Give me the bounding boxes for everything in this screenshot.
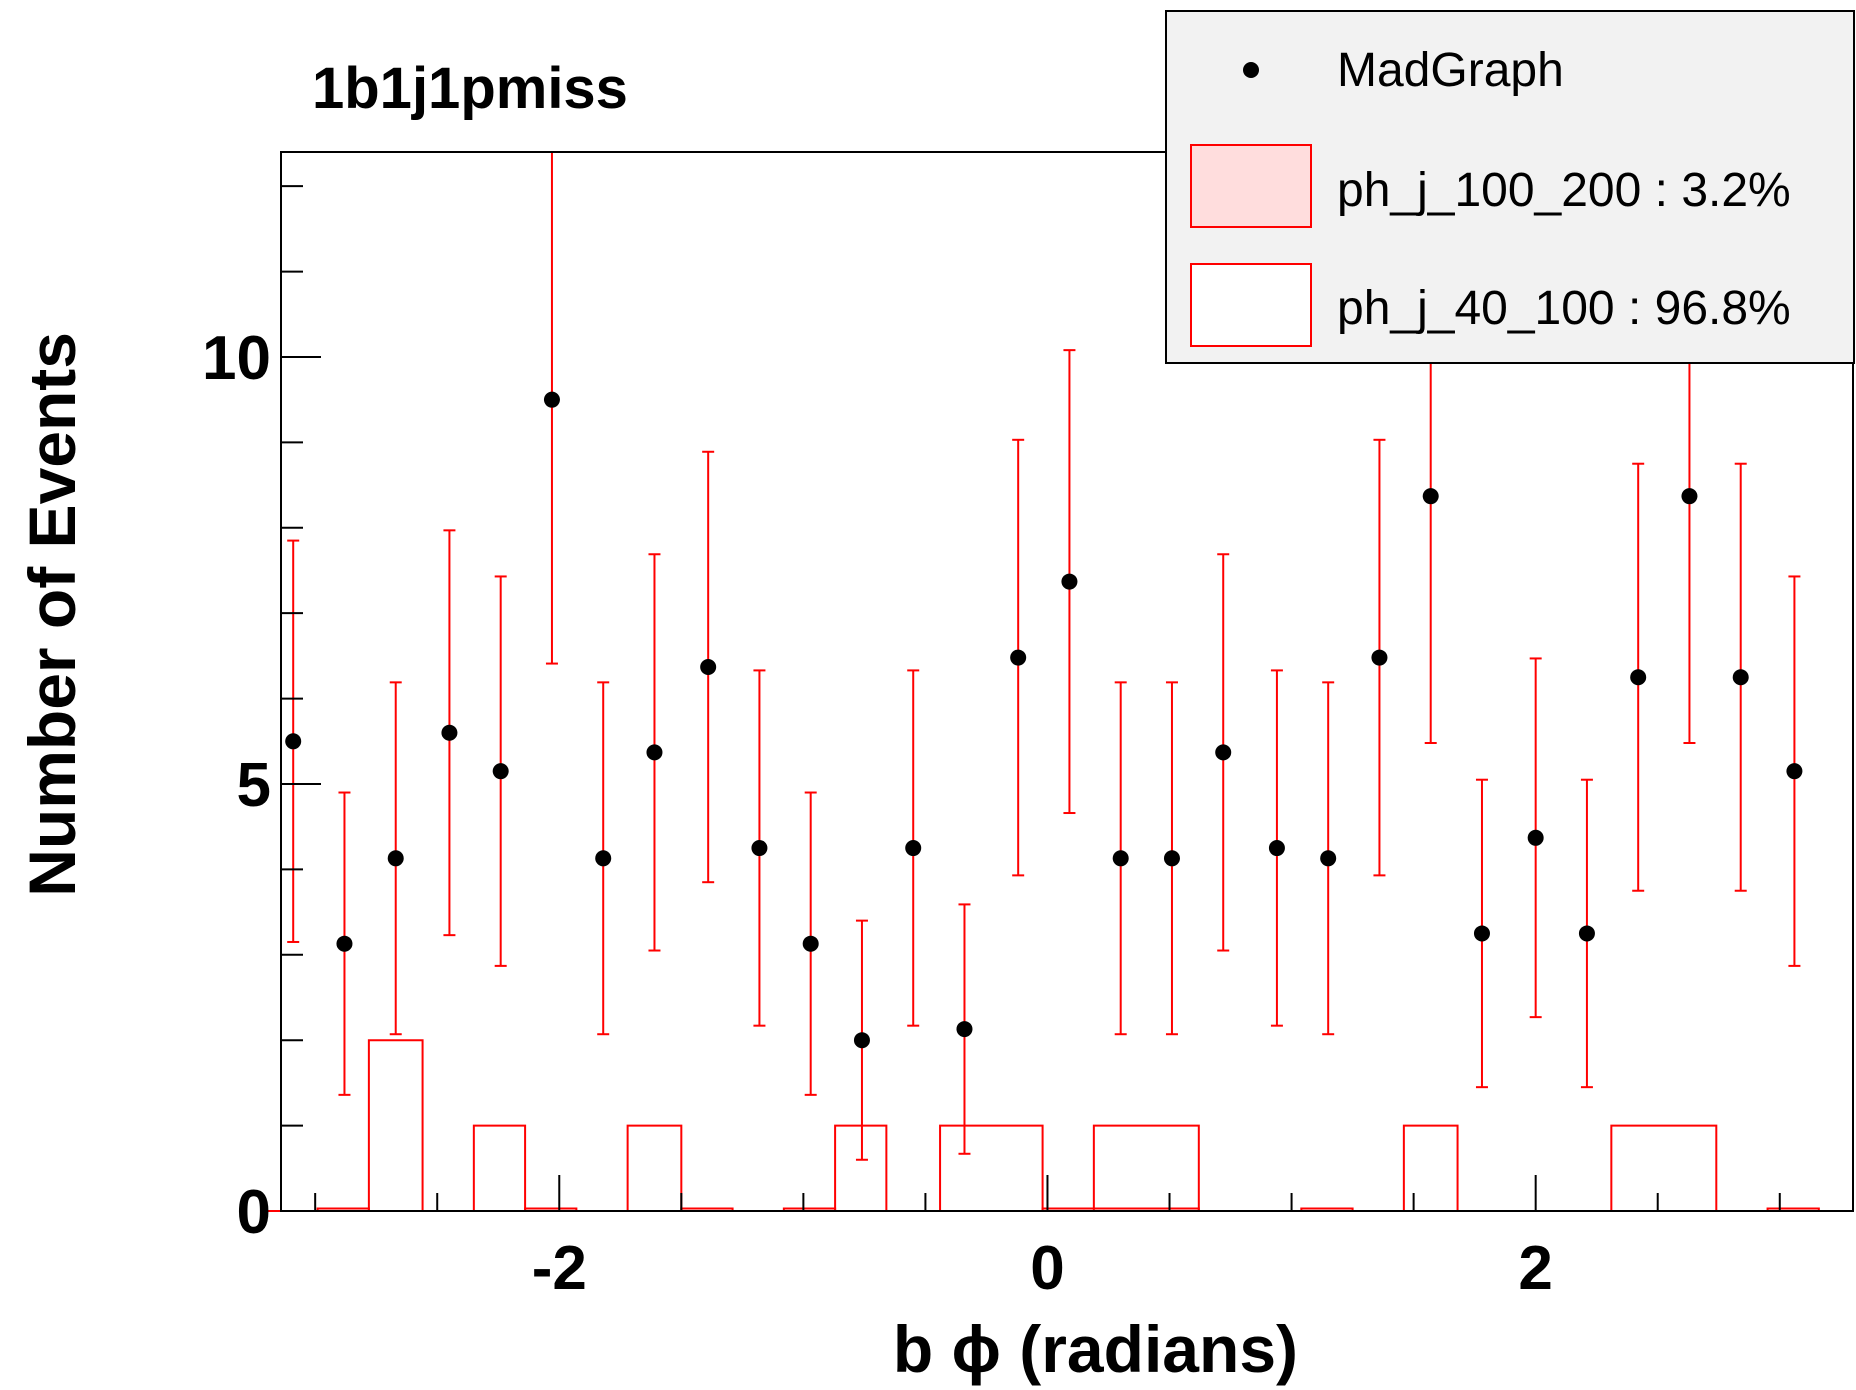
data-point bbox=[1630, 669, 1647, 686]
data-point bbox=[387, 850, 404, 867]
data-point bbox=[1422, 488, 1439, 505]
data-point bbox=[336, 935, 353, 952]
data-point bbox=[1010, 649, 1027, 666]
x-tick-label: 2 bbox=[1518, 1234, 1552, 1303]
legend-label-madgraph: MadGraph bbox=[1337, 44, 1564, 97]
y-tick-label: 10 bbox=[202, 324, 271, 393]
data-point bbox=[1527, 829, 1544, 846]
data-point bbox=[1061, 573, 1078, 590]
data-point bbox=[905, 840, 922, 857]
data-point bbox=[1786, 763, 1803, 780]
y-tick-label: 5 bbox=[237, 751, 271, 820]
legend-label-ph-j-40-100: ph_j_40_100 : 96.8% bbox=[1337, 282, 1791, 335]
data-point bbox=[1473, 925, 1490, 942]
data-point bbox=[1681, 488, 1698, 505]
data-point bbox=[802, 935, 819, 952]
data-point bbox=[1732, 669, 1749, 686]
data-point bbox=[543, 391, 560, 408]
y-axis-title: Number of Events bbox=[15, 332, 89, 897]
plot-area-frame bbox=[280, 151, 1854, 1212]
legend-swatch-hollow-icon bbox=[1190, 263, 1312, 347]
data-point bbox=[700, 658, 717, 675]
legend-swatch-filled-icon bbox=[1190, 144, 1312, 228]
legend-label-ph-j-100-200: ph_j_100_200 : 3.2% bbox=[1337, 164, 1791, 217]
plot-frame bbox=[280, 151, 1854, 1212]
data-point bbox=[1578, 925, 1595, 942]
data-point bbox=[1371, 649, 1388, 666]
legend-entry-ph-j-100-200: ph_j_100_200 : 3.2% bbox=[1190, 144, 1791, 228]
y-tick-label: 0 bbox=[237, 1178, 271, 1247]
data-point bbox=[1268, 840, 1285, 857]
data-point bbox=[853, 1032, 870, 1049]
data-point bbox=[956, 1021, 973, 1038]
data-point bbox=[285, 733, 302, 750]
legend-marker-icon bbox=[1243, 62, 1259, 78]
data-point bbox=[1163, 850, 1180, 867]
data-point-layer bbox=[285, 391, 1803, 1049]
data-point bbox=[1215, 744, 1232, 761]
data-point bbox=[595, 850, 612, 867]
chart-title: 1b1j1pmiss bbox=[312, 56, 628, 121]
data-point bbox=[492, 763, 509, 780]
legend-entry-madgraph: MadGraph bbox=[1243, 44, 1564, 97]
x-tick-label: -2 bbox=[532, 1234, 587, 1303]
x-axis-title: b ϕ (radians) bbox=[893, 1312, 1298, 1386]
legend: MadGraph ph_j_100_200 : 3.2% ph_j_40_100… bbox=[1165, 10, 1855, 364]
data-point bbox=[751, 840, 768, 857]
legend-entry-ph-j-40-100: ph_j_40_100 : 96.8% bbox=[1190, 263, 1791, 347]
data-point bbox=[1320, 850, 1337, 867]
axis-ticks: 0 5 10 -2 0 2 bbox=[202, 185, 1781, 1303]
data-point bbox=[1112, 850, 1129, 867]
data-point bbox=[441, 724, 458, 741]
data-point bbox=[646, 744, 663, 761]
x-tick-label: 0 bbox=[1030, 1234, 1064, 1303]
